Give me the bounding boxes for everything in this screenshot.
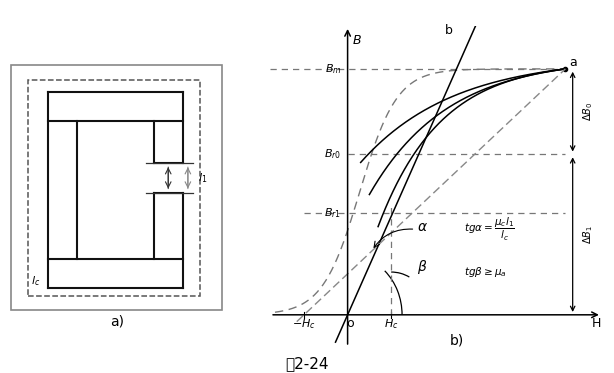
Bar [11,65,222,310]
Text: H: H [592,317,602,330]
Text: a: a [569,56,577,69]
Text: $tg\beta\geq\mu_a$: $tg\beta\geq\mu_a$ [464,265,507,279]
Text: $-H_c$: $-H_c$ [292,317,316,330]
Text: $B_{r1}$: $B_{r1}$ [324,206,341,220]
Text: $\Delta B_1$: $\Delta B_1$ [581,225,595,244]
Text: $l_1$: $l_1$ [198,171,207,185]
Text: $tg\alpha=\dfrac{\mu_c l_1}{l_c}$: $tg\alpha=\dfrac{\mu_c l_1}{l_c}$ [464,216,515,243]
Text: $B$: $B$ [352,34,362,47]
Text: 图2-24: 图2-24 [286,356,328,371]
Text: b: b [445,24,453,37]
Text: a): a) [110,314,123,328]
Text: $\Delta B_0$: $\Delta B_0$ [581,102,595,121]
Text: o: o [346,317,354,330]
Bar [28,79,200,296]
Text: $\alpha$: $\alpha$ [417,220,428,233]
Text: b): b) [449,333,464,347]
Text: $l_c$: $l_c$ [31,274,40,288]
Text: $B_{r0}$: $B_{r0}$ [324,148,341,161]
Text: $H_c$: $H_c$ [384,317,398,330]
Text: $B_m$: $B_m$ [325,62,341,76]
Text: $\beta$: $\beta$ [418,258,428,276]
